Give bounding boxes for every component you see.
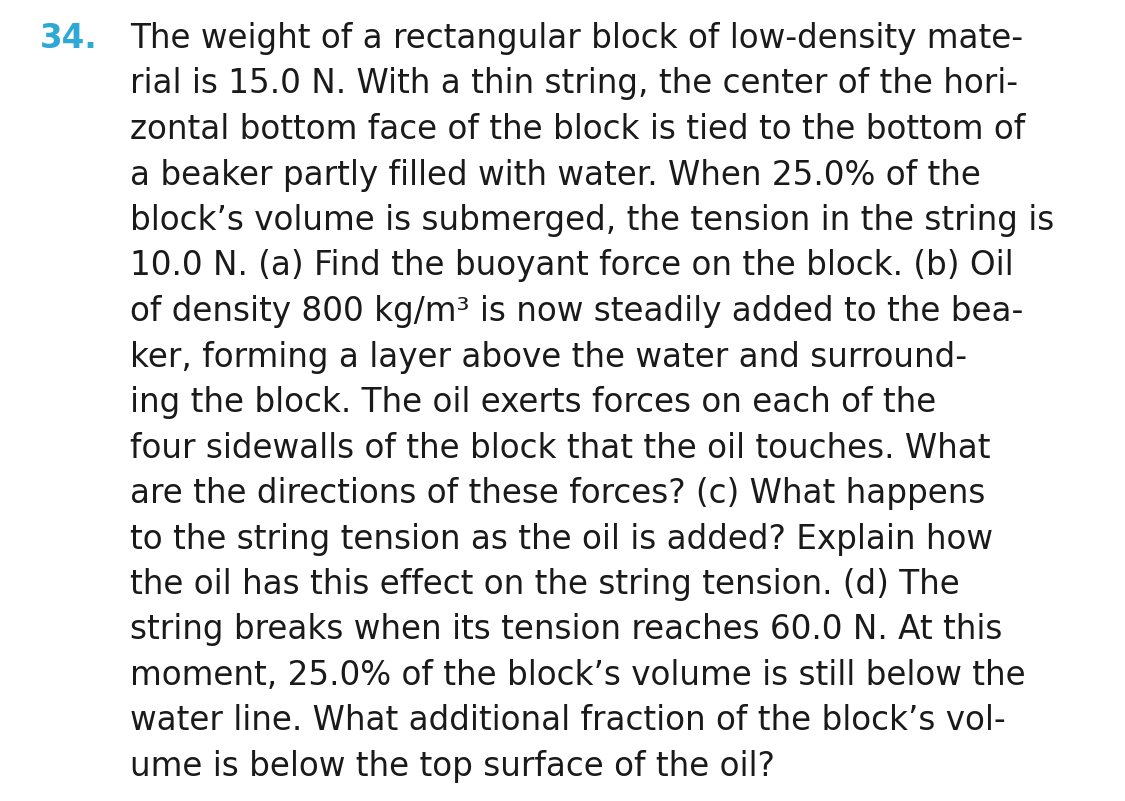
Text: 34.: 34.: [40, 22, 98, 55]
Text: block’s volume is submerged, the tension in the string is: block’s volume is submerged, the tension…: [130, 204, 1054, 237]
Text: ume is below the top surface of the oil?: ume is below the top surface of the oil?: [130, 750, 775, 783]
Text: moment, 25.0% of the block’s volume is still below the: moment, 25.0% of the block’s volume is s…: [130, 659, 1026, 692]
Text: the oil has this effect on the string tension. (d) The: the oil has this effect on the string te…: [130, 568, 960, 601]
Text: string breaks when its tension reaches 60.0 N. At this: string breaks when its tension reaches 6…: [130, 614, 1002, 646]
Text: zontal bottom face of the block is tied to the bottom of: zontal bottom face of the block is tied …: [130, 113, 1025, 146]
Text: The weight of a rectangular block of low-density mate-: The weight of a rectangular block of low…: [130, 22, 1023, 55]
Text: are the directions of these forces? (c) What happens: are the directions of these forces? (c) …: [130, 477, 986, 510]
Text: rial is 15.0 N. With a thin string, the center of the hori-: rial is 15.0 N. With a thin string, the …: [130, 67, 1018, 100]
Text: a beaker partly filled with water. When 25.0% of the: a beaker partly filled with water. When …: [130, 159, 981, 191]
Text: four sidewalls of the block that the oil touches. What: four sidewalls of the block that the oil…: [130, 432, 990, 465]
Text: ing the block. The oil exerts forces on each of the: ing the block. The oil exerts forces on …: [130, 386, 936, 419]
Text: water line. What additional fraction of the block’s vol-: water line. What additional fraction of …: [130, 705, 1006, 738]
Text: to the string tension as the oil is added? Explain how: to the string tension as the oil is adde…: [130, 522, 993, 556]
Text: ker, forming a layer above the water and surround-: ker, forming a layer above the water and…: [130, 340, 968, 373]
Text: 10.0 N. (a) Find the buoyant force on the block. (b) Oil: 10.0 N. (a) Find the buoyant force on th…: [130, 249, 1014, 283]
Text: of density 800 kg/m³ is now steadily added to the bea-: of density 800 kg/m³ is now steadily add…: [130, 295, 1024, 328]
